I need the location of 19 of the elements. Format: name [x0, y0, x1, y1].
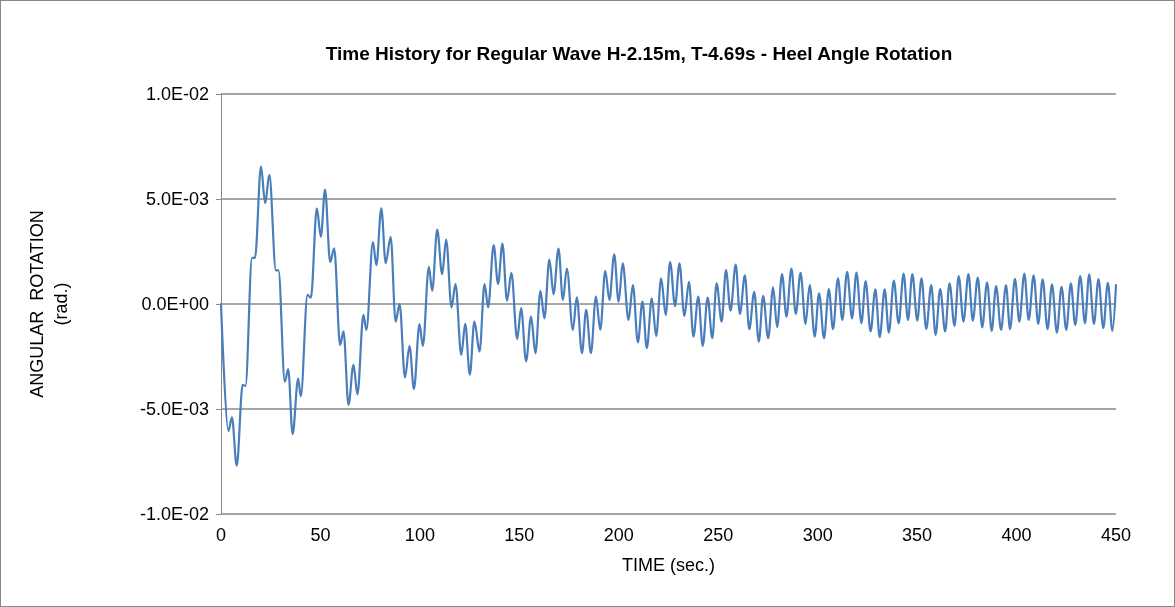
- line-series: [219, 165, 1118, 467]
- x-tick-label: 100: [404, 525, 435, 545]
- x-tick-label: 400: [1001, 525, 1032, 545]
- y-tick-label: 1.0E-02: [145, 84, 209, 104]
- x-tick-label: 150: [504, 525, 535, 545]
- x-tick-label: 450: [1100, 525, 1132, 545]
- x-tick-label: 300: [802, 525, 833, 545]
- x-tick-label: 350: [902, 525, 933, 545]
- y-tick-label: 0.0E+00: [141, 294, 209, 314]
- y-axis-title: ANGULAR ROTATION (rad.): [27, 210, 71, 398]
- y-tick-label: -1.0E-02: [139, 504, 209, 524]
- x-tick-label: 250: [703, 525, 734, 545]
- x-tick-label: 200: [603, 525, 634, 545]
- y-tick-label: -5.0E-03: [139, 399, 209, 419]
- x-tick-label: 0: [215, 525, 227, 545]
- x-axis-title: TIME (sec.): [622, 555, 715, 575]
- y-tick-label: 5.0E-03: [145, 189, 209, 209]
- chart-title: Time History for Regular Wave H-2.15m, T-4.69s - Heel Angle Rotation: [325, 43, 953, 64]
- x-tick-label: 50: [310, 525, 331, 545]
